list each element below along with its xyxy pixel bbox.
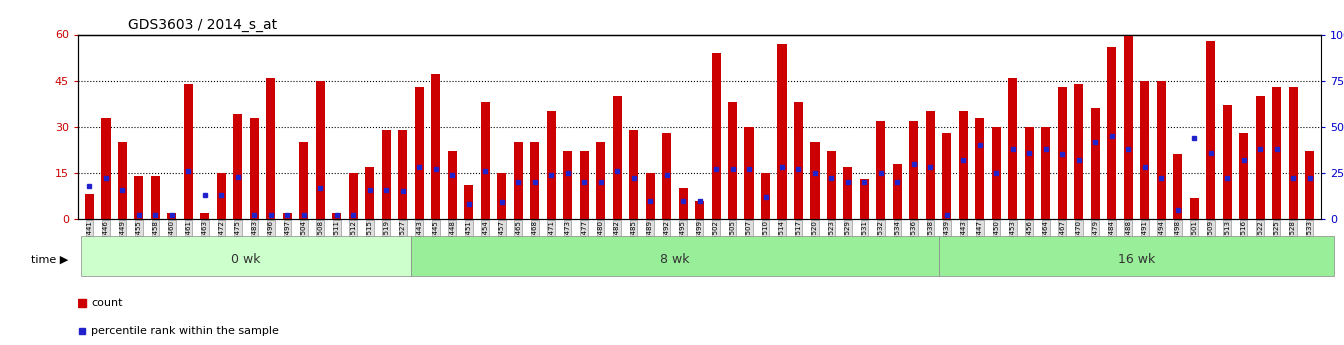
Bar bbox=[1189, 198, 1199, 219]
Bar bbox=[398, 130, 407, 219]
Bar bbox=[118, 142, 126, 219]
Bar bbox=[366, 167, 375, 219]
Bar bbox=[1107, 47, 1117, 219]
Bar bbox=[695, 201, 704, 219]
Bar bbox=[728, 102, 737, 219]
Text: GDS3603 / 2014_s_at: GDS3603 / 2014_s_at bbox=[128, 18, 277, 32]
Bar bbox=[332, 213, 341, 219]
Bar bbox=[1058, 87, 1067, 219]
Bar bbox=[1289, 87, 1298, 219]
Bar bbox=[513, 142, 523, 219]
Bar bbox=[464, 185, 473, 219]
Bar bbox=[679, 188, 688, 219]
Bar bbox=[448, 151, 457, 219]
Bar bbox=[645, 173, 655, 219]
Bar bbox=[497, 173, 507, 219]
Bar bbox=[481, 102, 489, 219]
Bar bbox=[563, 151, 573, 219]
Bar bbox=[1008, 78, 1017, 219]
Bar bbox=[844, 167, 852, 219]
Bar bbox=[101, 118, 110, 219]
Text: 0 wk: 0 wk bbox=[231, 253, 261, 266]
Bar bbox=[1157, 81, 1165, 219]
Bar bbox=[892, 164, 902, 219]
Bar bbox=[1173, 155, 1183, 219]
Bar bbox=[1206, 41, 1215, 219]
Bar bbox=[85, 195, 94, 219]
Bar bbox=[1305, 151, 1314, 219]
Bar bbox=[926, 111, 935, 219]
FancyBboxPatch shape bbox=[411, 236, 938, 276]
Bar bbox=[1074, 84, 1083, 219]
Bar bbox=[613, 96, 622, 219]
Bar bbox=[349, 173, 358, 219]
Bar bbox=[1273, 87, 1281, 219]
Bar bbox=[1140, 81, 1149, 219]
Text: count: count bbox=[91, 298, 122, 308]
Bar bbox=[1091, 108, 1099, 219]
Bar bbox=[1024, 127, 1034, 219]
Bar bbox=[1124, 0, 1133, 219]
Bar bbox=[216, 173, 226, 219]
Bar bbox=[992, 127, 1001, 219]
Bar bbox=[151, 176, 160, 219]
Bar bbox=[547, 111, 555, 219]
Text: 8 wk: 8 wk bbox=[660, 253, 689, 266]
Text: percentile rank within the sample: percentile rank within the sample bbox=[91, 326, 280, 335]
FancyBboxPatch shape bbox=[938, 236, 1335, 276]
Bar bbox=[711, 53, 720, 219]
Bar bbox=[431, 75, 441, 219]
Bar bbox=[810, 142, 820, 219]
Bar bbox=[910, 121, 918, 219]
Bar bbox=[168, 213, 176, 219]
Bar bbox=[282, 213, 292, 219]
Text: 16 wk: 16 wk bbox=[1118, 253, 1154, 266]
Bar bbox=[1255, 96, 1265, 219]
Bar bbox=[579, 151, 589, 219]
Bar bbox=[266, 78, 276, 219]
Bar bbox=[794, 102, 802, 219]
Text: time ▶: time ▶ bbox=[31, 254, 69, 264]
Bar bbox=[745, 127, 754, 219]
Bar bbox=[761, 173, 770, 219]
Bar bbox=[958, 111, 968, 219]
Bar bbox=[250, 118, 259, 219]
FancyBboxPatch shape bbox=[81, 236, 411, 276]
Bar bbox=[530, 142, 539, 219]
Bar bbox=[184, 84, 194, 219]
Bar bbox=[234, 115, 242, 219]
Bar bbox=[876, 121, 886, 219]
Bar bbox=[134, 176, 144, 219]
Bar bbox=[777, 44, 786, 219]
Bar bbox=[629, 130, 638, 219]
Bar bbox=[1223, 105, 1231, 219]
Bar bbox=[597, 142, 605, 219]
Bar bbox=[415, 87, 423, 219]
Bar bbox=[663, 133, 671, 219]
Bar bbox=[860, 179, 870, 219]
Bar bbox=[200, 213, 210, 219]
Bar bbox=[316, 81, 325, 219]
Bar bbox=[976, 118, 984, 219]
Bar bbox=[382, 130, 391, 219]
Bar bbox=[300, 142, 308, 219]
Bar bbox=[942, 133, 952, 219]
Bar bbox=[827, 151, 836, 219]
Bar bbox=[1239, 133, 1249, 219]
Bar bbox=[1042, 127, 1050, 219]
